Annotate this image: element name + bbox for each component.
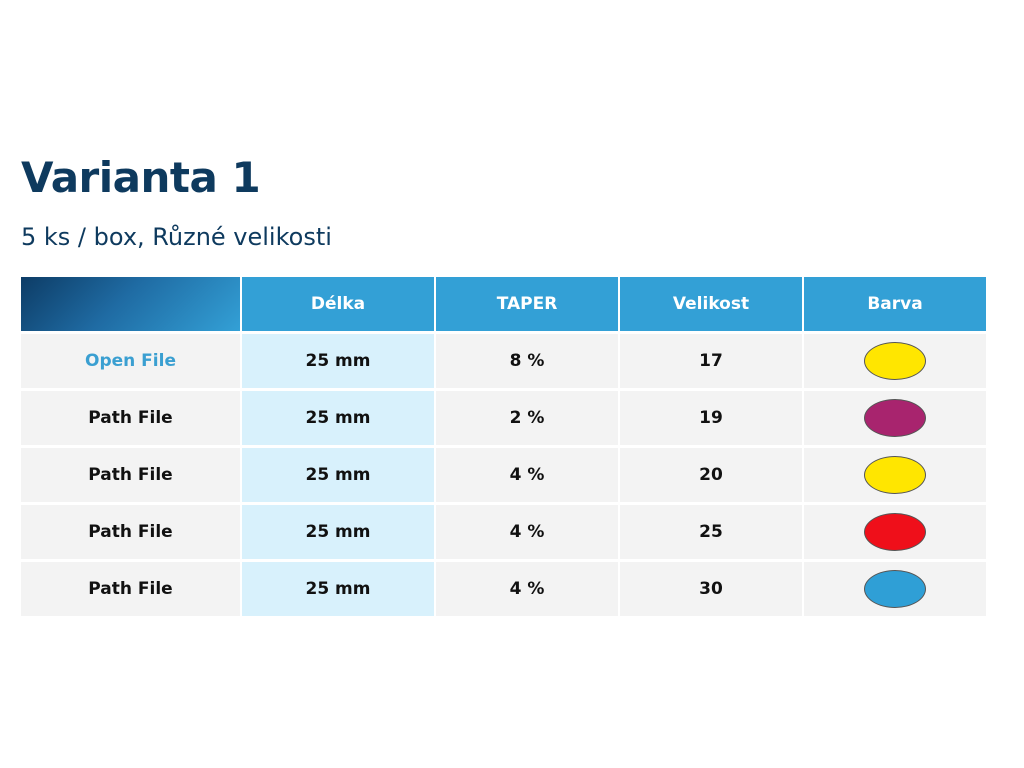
row-1-size: 17 (620, 334, 802, 388)
color-swatch (864, 342, 926, 380)
row-1-color (804, 334, 986, 388)
row-3-color (804, 448, 986, 502)
page-subtitle: 5 ks / box, Různé velikosti (21, 223, 332, 251)
color-swatch (864, 513, 926, 551)
open-file-link[interactable]: Open File (85, 351, 176, 371)
row-4-size: 25 (620, 505, 802, 559)
color-swatch (864, 570, 926, 608)
row-2-length: 25 mm (242, 391, 434, 445)
header-color: Barva (804, 277, 986, 331)
row-2-color (804, 391, 986, 445)
row-4-color (804, 505, 986, 559)
header-taper: TAPER (436, 277, 618, 331)
row-3-length: 25 mm (242, 448, 434, 502)
row-4-taper: 4 % (436, 505, 618, 559)
row-5-size: 30 (620, 562, 802, 616)
row-3-taper: 4 % (436, 448, 618, 502)
color-swatch (864, 399, 926, 437)
row-5-length: 25 mm (242, 562, 434, 616)
row-3-size: 20 (620, 448, 802, 502)
row-2-taper: 2 % (436, 391, 618, 445)
row-5-name: Path File (21, 562, 240, 616)
row-5-taper: 4 % (436, 562, 618, 616)
row-4-length: 25 mm (242, 505, 434, 559)
header-size: Velikost (620, 277, 802, 331)
row-2-name: Path File (21, 391, 240, 445)
row-1-taper: 8 % (436, 334, 618, 388)
row-3-name: Path File (21, 448, 240, 502)
row-1-name[interactable]: Open File (21, 334, 240, 388)
row-4-name: Path File (21, 505, 240, 559)
row-1-length: 25 mm (242, 334, 434, 388)
header-corner-cell (21, 277, 240, 331)
row-5-color (804, 562, 986, 616)
product-table: Délka TAPER Velikost Barva Open File 25 … (21, 277, 986, 616)
row-2-size: 19 (620, 391, 802, 445)
page-title: Varianta 1 (21, 153, 261, 202)
header-length: Délka (242, 277, 434, 331)
color-swatch (864, 456, 926, 494)
